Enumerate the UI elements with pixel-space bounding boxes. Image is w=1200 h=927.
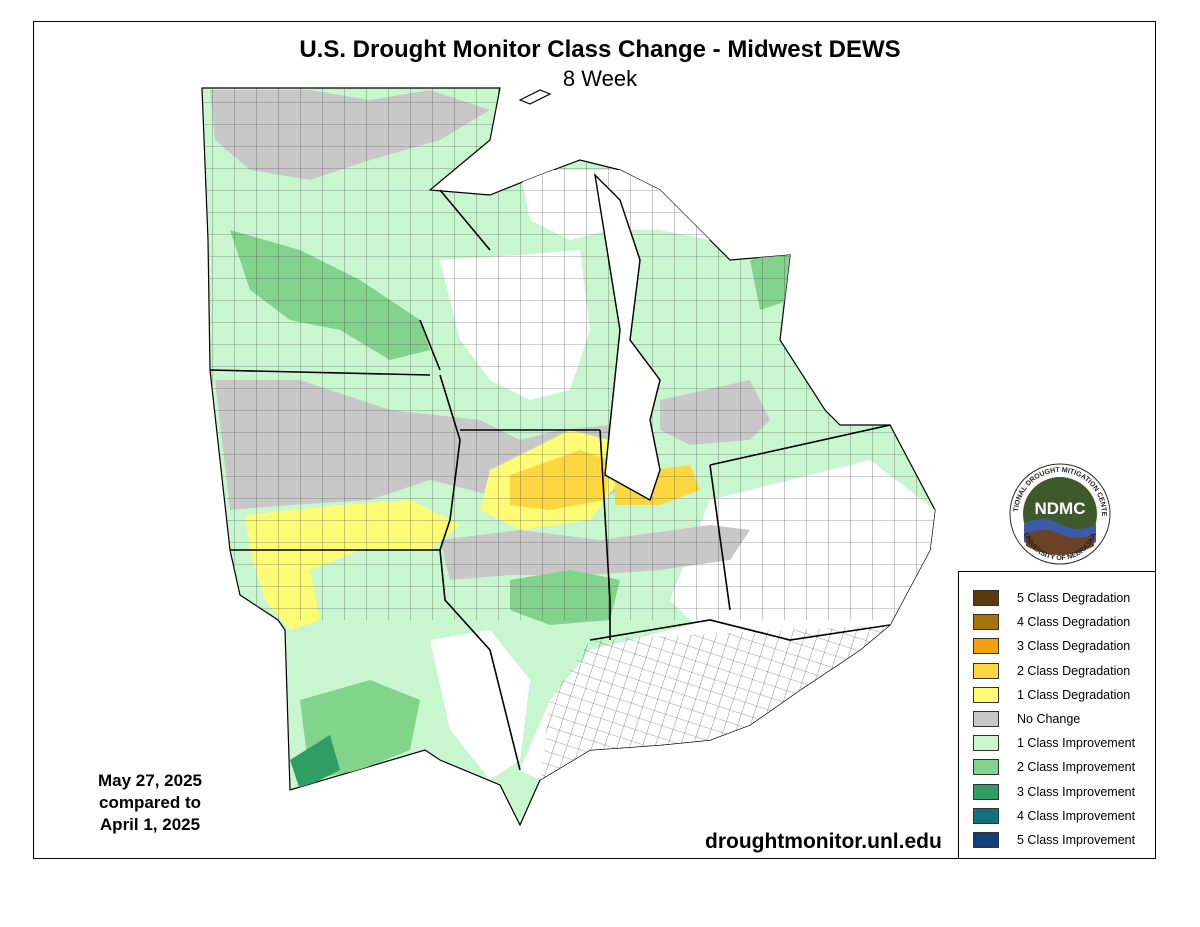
area-no-drought-mo-south xyxy=(430,630,530,780)
legend-label: 2 Class Improvement xyxy=(1017,760,1136,775)
legend-item: 2 Class Improvement xyxy=(973,758,1135,776)
legend-swatch xyxy=(973,783,999,800)
legend-item: 5 Class Improvement xyxy=(973,831,1135,849)
legend-swatch xyxy=(973,759,999,776)
legend-item: 4 Class Degradation xyxy=(973,613,1130,631)
ndmc-logo: NDMC NATIONAL DROUGHT MITIGATION CENTER … xyxy=(1005,457,1112,566)
drought-change-map xyxy=(201,87,936,827)
legend: 5 Class Degradation 4 Class Degradation 3 … xyxy=(958,571,1156,859)
legend-item: No Change xyxy=(973,710,1080,728)
map-title: U.S. Drought Monitor Class Change - Midw… xyxy=(299,36,901,63)
legend-label: 5 Class Degradation xyxy=(1017,591,1131,605)
source-url: droughtmonitor.unl.edu xyxy=(705,830,942,853)
state-borders xyxy=(209,189,891,771)
legend-label: 1 Class Degradation xyxy=(1017,687,1131,702)
legend-swatch xyxy=(973,686,999,703)
legend-label: 5 Class Improvement xyxy=(1017,833,1136,847)
county-grid-kentucky xyxy=(540,625,890,780)
legend-swatch xyxy=(973,590,999,606)
legend-swatch xyxy=(973,832,999,848)
legend-label: 4 Class Improvement xyxy=(1017,808,1136,823)
logo-center-text: NDMC xyxy=(1035,499,1086,518)
legend-item: 2 Class Degradation xyxy=(973,662,1130,680)
compared-to-label: compared to xyxy=(98,793,202,812)
legend-label: 3 Class Degradation xyxy=(1017,639,1131,654)
legend-label: 2 Class Degradation xyxy=(1017,663,1131,678)
legend-label: 3 Class Improvement xyxy=(1017,784,1136,799)
area-3-class-improvement-mo xyxy=(290,735,340,790)
legend-label: 1 Class Improvement xyxy=(1017,736,1136,751)
legend-swatch xyxy=(973,614,999,631)
lake-michigan xyxy=(593,172,661,502)
legend-item: 1 Class Improvement xyxy=(973,734,1135,752)
legend-item: 4 Class Improvement xyxy=(973,807,1135,825)
legend-label: No Change xyxy=(1017,712,1081,726)
legend-item: 3 Class Improvement xyxy=(973,783,1135,801)
isle-royale xyxy=(518,89,552,105)
legend-swatch xyxy=(973,638,999,655)
legend-swatch xyxy=(973,735,999,752)
map-subtitle: 8 Week xyxy=(562,66,638,91)
legend-item: 5 Class Degradation xyxy=(973,589,1130,607)
county-grid xyxy=(202,88,935,620)
legend-swatch xyxy=(973,662,999,679)
legend-label: 4 Class Degradation xyxy=(1017,615,1131,630)
legend-swatch xyxy=(973,711,999,727)
legend-swatch xyxy=(973,807,999,824)
legend-item: 1 Class Degradation xyxy=(973,686,1130,704)
current-date: May 27, 2025 xyxy=(98,771,202,790)
comparison-date: April 1, 2025 xyxy=(99,815,201,834)
date-range: May 27, 2025 compared to April 1, 2025 xyxy=(60,770,240,836)
legend-item: 3 Class Degradation xyxy=(973,637,1130,655)
